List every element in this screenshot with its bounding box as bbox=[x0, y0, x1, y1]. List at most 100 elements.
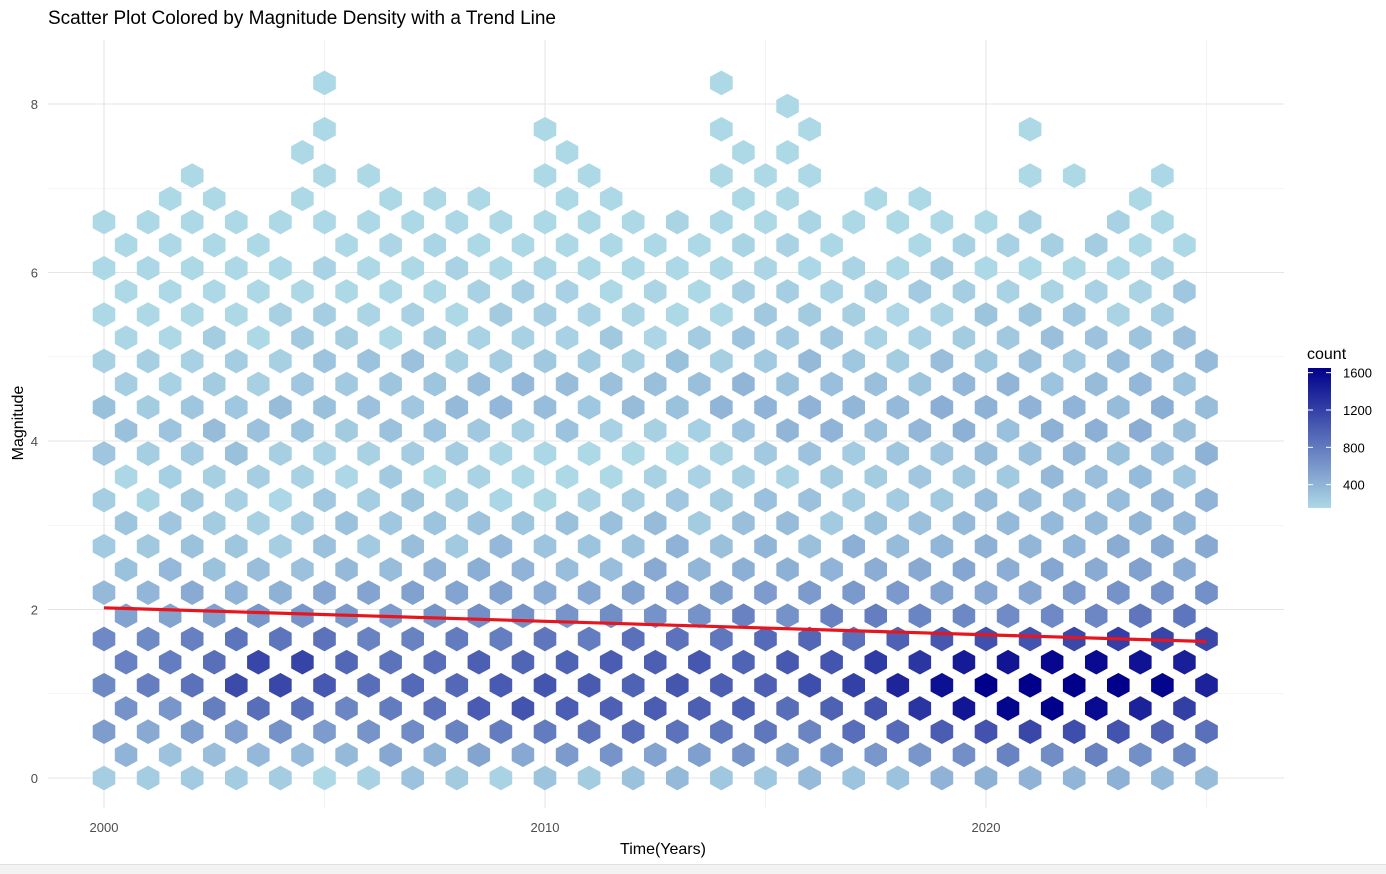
hex-cell bbox=[180, 163, 204, 188]
hex-cell bbox=[842, 255, 866, 281]
hex-cell bbox=[952, 603, 976, 629]
hex-cell bbox=[555, 232, 579, 258]
hex-cell bbox=[665, 255, 689, 281]
hex-cell bbox=[710, 441, 733, 466]
hex-cell bbox=[732, 279, 755, 304]
hex-cell bbox=[511, 742, 535, 768]
hex-cell bbox=[489, 580, 513, 605]
hex-cell bbox=[180, 348, 204, 374]
hex-cell bbox=[710, 70, 733, 96]
hex-cell bbox=[555, 279, 579, 304]
hex-cell bbox=[996, 371, 1020, 397]
hex-cell bbox=[864, 696, 888, 721]
hex-cell bbox=[974, 348, 998, 374]
y-tick-label: 2 bbox=[31, 603, 38, 618]
hex-cell bbox=[247, 603, 270, 629]
hex-cell bbox=[886, 394, 910, 420]
hex-cell bbox=[710, 626, 733, 652]
hex-cell bbox=[203, 325, 226, 351]
hex-cell bbox=[1062, 255, 1086, 281]
hex-cell bbox=[665, 441, 689, 466]
hex-cell bbox=[467, 696, 491, 721]
hex-cell bbox=[665, 672, 689, 698]
hex-cell bbox=[203, 696, 226, 721]
hex-cell bbox=[842, 719, 866, 745]
hex-cell bbox=[621, 533, 645, 559]
hex-cell bbox=[180, 626, 204, 652]
hex-cell bbox=[357, 765, 380, 791]
hex-cell bbox=[158, 418, 182, 443]
hex-cell bbox=[180, 765, 204, 791]
hex-cell bbox=[136, 672, 160, 698]
hex-cell bbox=[313, 394, 336, 420]
hex-cell bbox=[1107, 533, 1130, 559]
hex-cell bbox=[643, 742, 667, 768]
hex-cell bbox=[908, 510, 932, 536]
hex-cell bbox=[952, 371, 976, 397]
hex-cell bbox=[621, 394, 645, 420]
hex-cell bbox=[820, 742, 843, 768]
hex-cell bbox=[864, 418, 888, 443]
hex-cell bbox=[247, 371, 270, 397]
hex-cell bbox=[114, 510, 138, 536]
hex-cell bbox=[665, 394, 689, 420]
hex-cell bbox=[1107, 394, 1130, 420]
hex-cell bbox=[754, 672, 777, 698]
hex-cell bbox=[599, 232, 623, 258]
hex-cell bbox=[225, 719, 248, 745]
hex-cell bbox=[820, 371, 843, 397]
hex-cell bbox=[1129, 186, 1152, 212]
hex-cell bbox=[688, 603, 711, 629]
hex-cell bbox=[776, 510, 799, 536]
hex-cell bbox=[291, 464, 314, 490]
hex-cell bbox=[357, 719, 380, 745]
hex-cell bbox=[820, 696, 843, 721]
hex-cell bbox=[776, 696, 799, 721]
hex-cell bbox=[599, 510, 623, 536]
hex-cell bbox=[842, 580, 866, 605]
hex-cell bbox=[158, 232, 182, 258]
hex-cell bbox=[754, 487, 777, 513]
hex-cell bbox=[1040, 742, 1064, 768]
hex-cell bbox=[688, 418, 711, 443]
hex-cell bbox=[313, 348, 336, 374]
hex-cell bbox=[511, 325, 535, 351]
hex-cell bbox=[1151, 719, 1174, 745]
hex-cell bbox=[776, 557, 799, 582]
hex-cell bbox=[732, 140, 755, 165]
hex-cell bbox=[754, 394, 777, 420]
hex-cell bbox=[136, 255, 160, 281]
hex-cell bbox=[533, 626, 557, 652]
hex-cell bbox=[1195, 348, 1218, 374]
hex-cell bbox=[1107, 672, 1130, 698]
hex-cell bbox=[313, 672, 336, 698]
hex-cell bbox=[665, 765, 689, 791]
hex-cell bbox=[621, 626, 645, 652]
hex-cell bbox=[974, 765, 998, 791]
hex-cell bbox=[467, 557, 491, 582]
hex-cell bbox=[203, 603, 226, 629]
hex-cell bbox=[1062, 394, 1086, 420]
hex-cell bbox=[1173, 371, 1196, 397]
hex-cell bbox=[1040, 510, 1064, 536]
hex-cell bbox=[1040, 603, 1064, 629]
hex-cell bbox=[952, 325, 976, 351]
hex-cell bbox=[754, 719, 777, 745]
hex-cell bbox=[401, 255, 425, 281]
hex-cell bbox=[158, 371, 182, 397]
hex-cell bbox=[996, 557, 1020, 582]
hex-cell bbox=[996, 464, 1020, 490]
hex-cell bbox=[445, 255, 469, 281]
legend: count 400 800 1200 1600 bbox=[1307, 346, 1372, 508]
hex-cell bbox=[1151, 255, 1174, 281]
hex-cell bbox=[1151, 209, 1174, 235]
hex-cell bbox=[489, 302, 513, 327]
hex-cell bbox=[798, 580, 821, 605]
hex-cell bbox=[1085, 603, 1108, 629]
hex-cell bbox=[864, 649, 888, 675]
hex-cell bbox=[92, 765, 116, 791]
hex-cell bbox=[908, 742, 932, 768]
legend-ticks: 400 800 1200 1600 bbox=[1308, 366, 1372, 493]
hex-cell bbox=[357, 255, 380, 281]
hex-cell bbox=[555, 557, 579, 582]
